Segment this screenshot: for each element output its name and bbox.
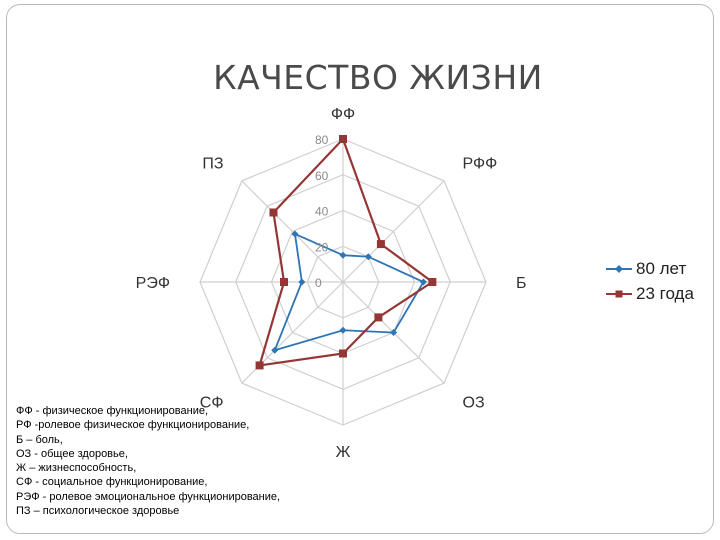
series-0 bbox=[271, 230, 427, 354]
data-point bbox=[291, 230, 299, 238]
slide-frame bbox=[6, 4, 714, 534]
data-point bbox=[390, 329, 398, 337]
note-line: ФФ - физическое функционирование, bbox=[16, 405, 209, 417]
note-line: РЭФ - ролевое эмоциональное функциониров… bbox=[16, 490, 281, 503]
category-label: ПЗ bbox=[202, 155, 223, 172]
series-line bbox=[258, 136, 435, 367]
data-point bbox=[419, 278, 427, 286]
data-point bbox=[374, 313, 383, 322]
radial-tick-label: 80 bbox=[315, 133, 329, 147]
data-point bbox=[364, 253, 372, 261]
legend-marker-series-0 bbox=[606, 264, 632, 273]
radial-tick-label: 40 bbox=[315, 205, 329, 219]
data-point bbox=[298, 278, 306, 286]
note-line: ОЗ - общее здоровье, bbox=[16, 447, 128, 460]
grid-spoke bbox=[241, 180, 344, 283]
category-label: СФ bbox=[200, 395, 224, 412]
data-point bbox=[255, 361, 264, 370]
legend-label-series-0: 80 лет bbox=[636, 258, 687, 278]
abbreviation-notes: ФФ - физическое функционирование, РФ -ро… bbox=[16, 404, 280, 518]
data-point bbox=[339, 135, 347, 143]
legend-label-series-1: 23 года bbox=[636, 283, 694, 303]
category-label: ОЗ bbox=[463, 395, 485, 412]
chart-title: КАЧЕСТВО ЖИЗНИ bbox=[213, 58, 543, 97]
category-label: РЭФ bbox=[136, 275, 170, 292]
legend-marker-series-1 bbox=[606, 290, 632, 297]
category-label: РФФ bbox=[463, 155, 498, 172]
radial-tick-label: 0 bbox=[315, 276, 322, 290]
note-line: Б – боль, bbox=[16, 433, 63, 446]
note-line: СФ - социальное функционирование, bbox=[16, 476, 208, 489]
data-point bbox=[339, 251, 347, 259]
data-point bbox=[271, 346, 279, 354]
data-point bbox=[280, 278, 289, 286]
legend-item-series-0: 80 лет bbox=[606, 256, 694, 281]
series-1 bbox=[255, 135, 437, 370]
category-label: Б bbox=[516, 275, 527, 292]
data-point bbox=[269, 208, 278, 217]
radar-grid bbox=[199, 138, 487, 426]
data-point bbox=[376, 240, 385, 249]
note-line: ПЗ – психологическое здоровье bbox=[16, 505, 180, 518]
legend-item-series-1: 23 года bbox=[606, 281, 694, 306]
category-label: ФФ bbox=[331, 106, 355, 123]
radial-tick-label: 60 bbox=[315, 169, 329, 183]
category-label: Ж bbox=[336, 444, 351, 461]
series-line bbox=[273, 232, 425, 352]
note-line: РФ -ролевое физическое функционирование, bbox=[16, 419, 250, 432]
legend: 80 лет 23 года bbox=[606, 256, 694, 306]
data-point bbox=[339, 349, 347, 358]
radar-series bbox=[255, 135, 437, 370]
note-line: Ж – жизнеспособность, bbox=[16, 462, 137, 475]
data-point bbox=[339, 326, 347, 334]
grid-spoke bbox=[342, 180, 445, 283]
data-point bbox=[428, 278, 437, 286]
radial-tick-label: 20 bbox=[315, 240, 329, 254]
